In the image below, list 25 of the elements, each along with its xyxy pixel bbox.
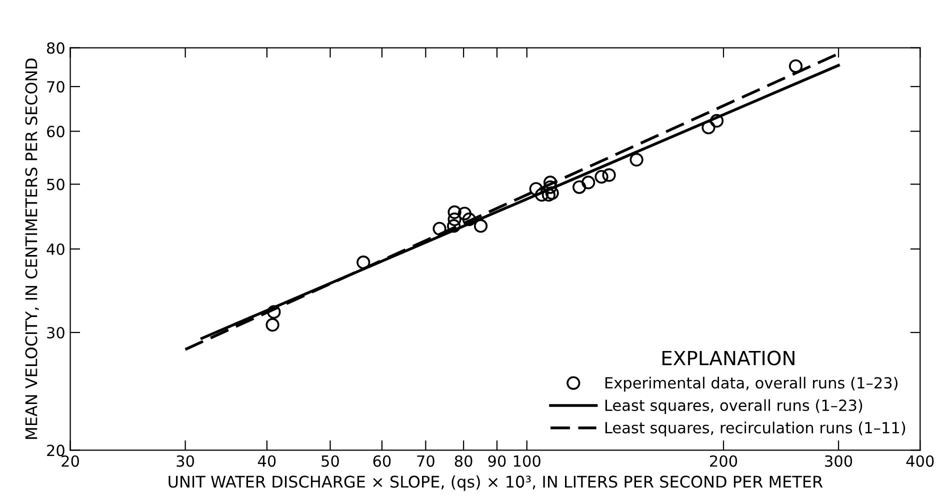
x-tick-label: 30 xyxy=(176,455,194,467)
y-tick-label: 80 xyxy=(47,42,64,54)
y-axis-title: MEAN VELOCITY, IN CENTIMETERS PER SECOND xyxy=(25,58,39,439)
y-tick-label: 70 xyxy=(47,81,64,93)
legend-label: Least squares, recirculation runs (1–11) xyxy=(605,422,906,436)
y-tick-label: 40 xyxy=(46,243,64,256)
y-tick-label: 60 xyxy=(47,126,64,138)
x-axis-title: UNIT WATER DISCHARGE × SLOPE, (qs) × 10³, IN LITERS PER SECOND PER METER xyxy=(168,475,823,491)
x-tick-label: 20 xyxy=(62,455,79,467)
x-tick-label: 200 xyxy=(710,455,738,467)
legend-title: EXPLANATION xyxy=(662,350,794,366)
y-tick-label: 50 xyxy=(47,178,64,190)
x-tick-label: 300 xyxy=(825,455,852,467)
x-tick-label: 70 xyxy=(417,455,434,467)
x-tick-label: 40 xyxy=(258,455,276,467)
legend-label: Least squares, overall runs (1–23) xyxy=(605,399,862,414)
x-tick-label: 60 xyxy=(373,455,391,467)
y-tick-label: 30 xyxy=(47,326,64,339)
x-tick-label: 100 xyxy=(514,455,540,467)
x-tick-label: 50 xyxy=(322,455,339,467)
x-tick-label: 80 xyxy=(454,455,472,467)
legend-label: Experimental data, overall runs (1–23) xyxy=(605,376,898,392)
y-tick-label: 20 xyxy=(47,444,64,456)
x-tick-label: 400 xyxy=(906,455,934,467)
x-tick-label: 90 xyxy=(488,455,506,467)
